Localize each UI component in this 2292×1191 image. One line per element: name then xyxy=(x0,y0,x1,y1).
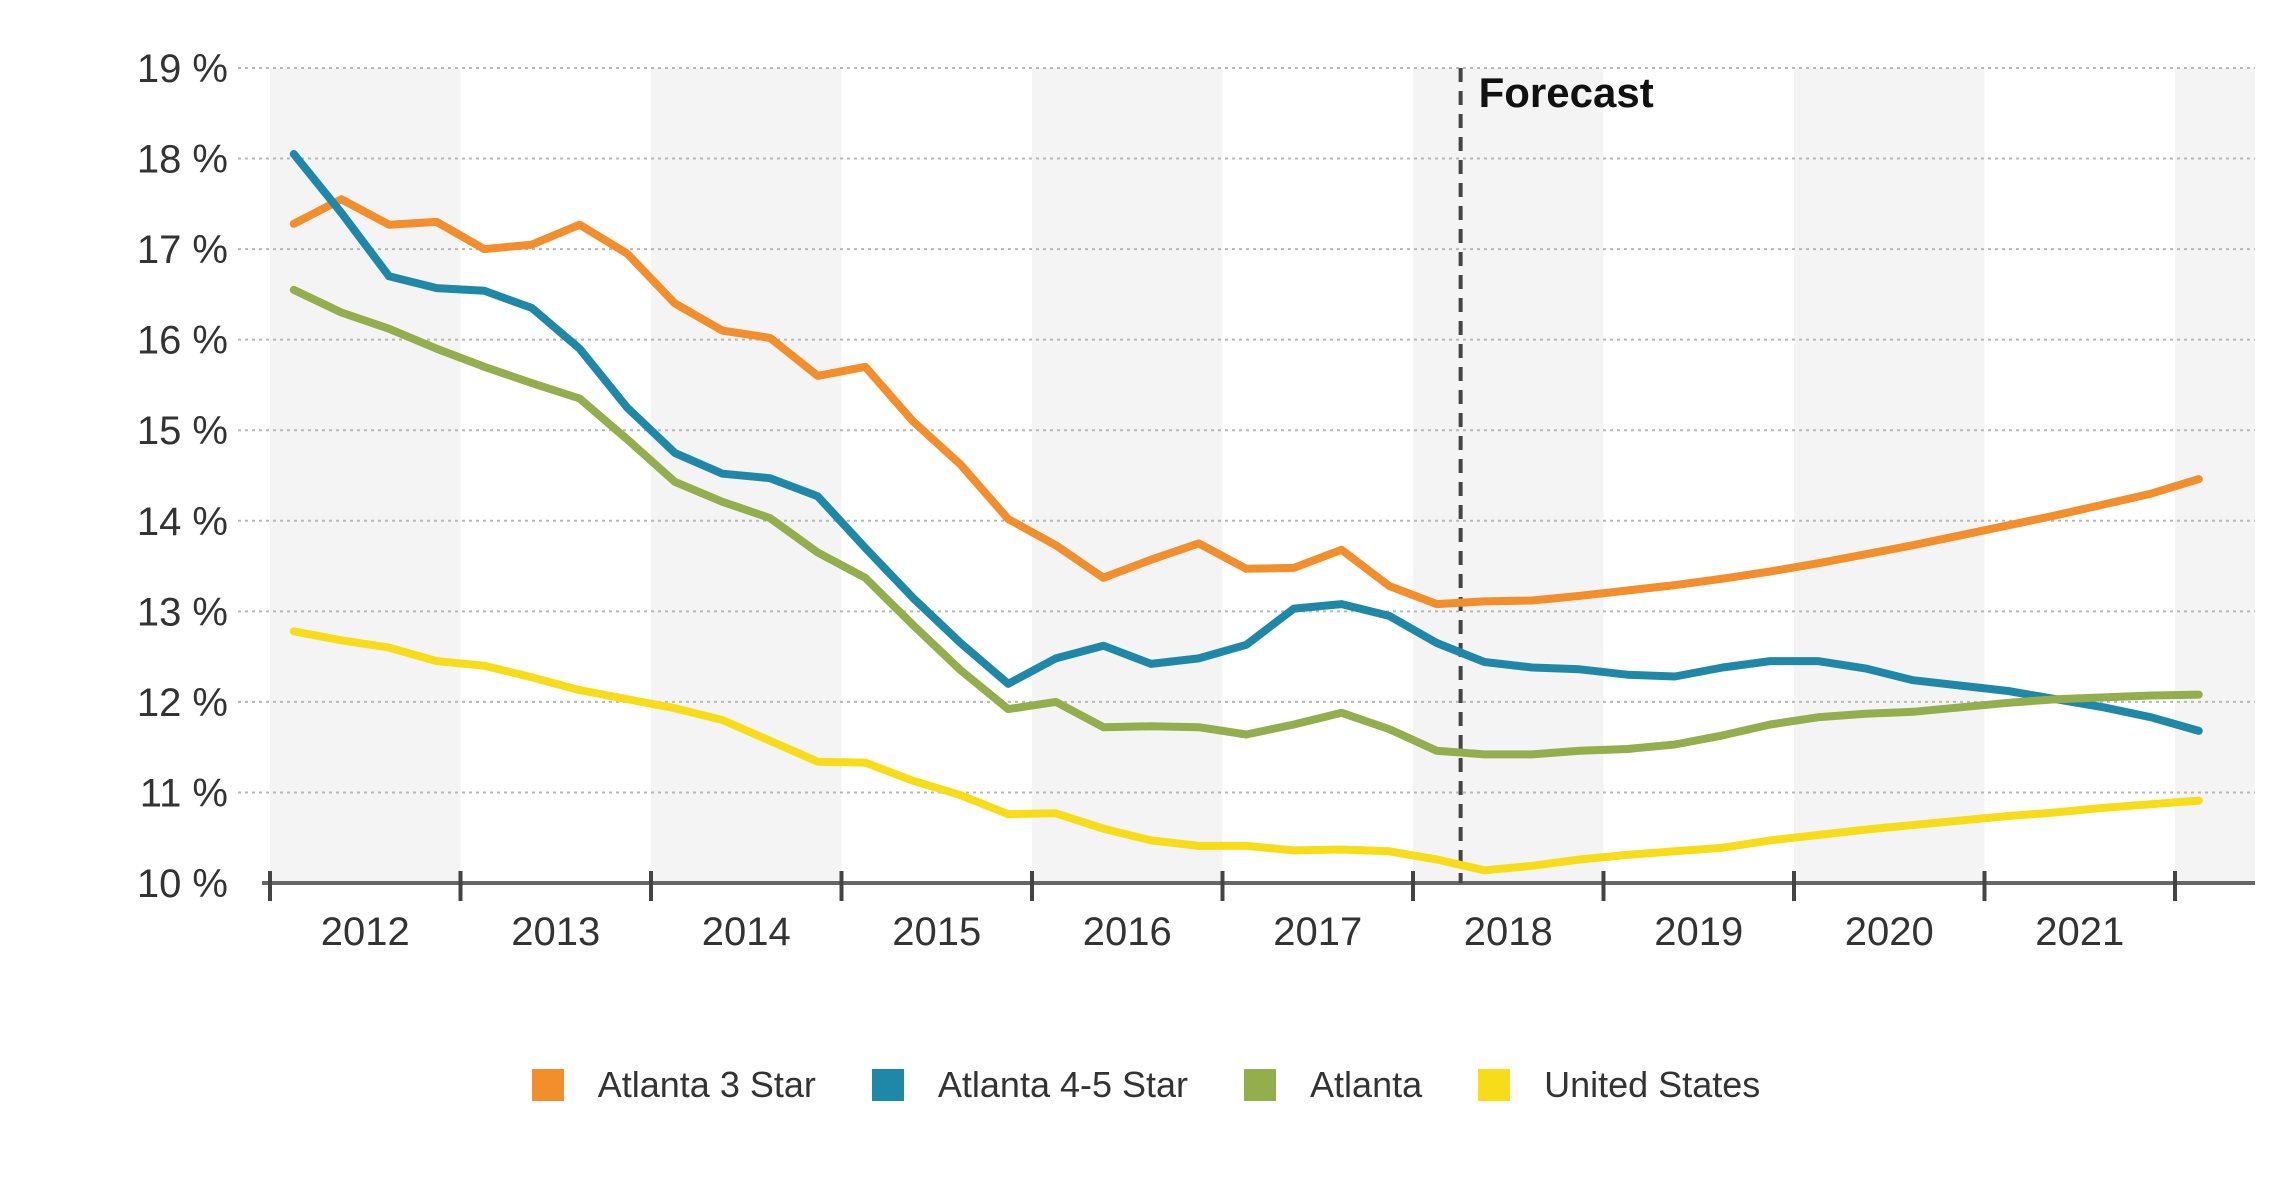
year-band xyxy=(2175,68,2255,883)
legend-label: United States xyxy=(1544,1064,1761,1105)
x-tick-label: 2013 xyxy=(511,910,600,954)
legend: Atlanta 3 Star Atlanta 4-5 Star Atlanta Uni… xyxy=(0,1055,2292,1115)
x-tick-label: 2017 xyxy=(1273,910,1362,954)
y-tick-label: 10 % xyxy=(137,862,228,906)
forecast-marker: Forecast xyxy=(1458,68,1654,883)
legend-item: Atlanta xyxy=(1244,1064,1422,1106)
legend-item: United States xyxy=(1478,1064,1760,1106)
x-tick-label: 2019 xyxy=(1654,910,1743,954)
y-tick-label: 19 % xyxy=(137,47,228,91)
x-tick-label: 2016 xyxy=(1083,910,1172,954)
series-line-3 xyxy=(289,627,2203,875)
series-line-0 xyxy=(289,195,2203,609)
legend-label: Atlanta xyxy=(1310,1064,1423,1105)
x-tick-label: 2015 xyxy=(892,910,981,954)
y-tick-label: 12 % xyxy=(137,681,228,725)
x-axis: 2012 2013 2014 2015 2016 2017 2018 2019 2020 2021 xyxy=(262,871,2255,954)
x-tick-label: 2021 xyxy=(2035,910,2124,954)
x-tick-label: 2014 xyxy=(702,910,791,954)
y-tick-label: 18 % xyxy=(137,138,228,182)
year-band xyxy=(1032,68,1223,883)
series-line-2 xyxy=(289,285,2203,759)
forecast-label: Forecast xyxy=(1479,69,1654,116)
legend-item: Atlanta 4-5 Star xyxy=(871,1064,1189,1106)
legend-label: Atlanta 3 Star xyxy=(597,1064,816,1105)
gridlines xyxy=(238,67,2255,794)
legend-swatch xyxy=(871,1069,904,1101)
y-tick-label: 15 % xyxy=(137,409,228,453)
legend-item: Atlanta 3 Star xyxy=(531,1064,816,1106)
year-bands xyxy=(270,68,2255,883)
y-tick-label: 14 % xyxy=(137,500,228,544)
y-tick-label: 16 % xyxy=(137,319,228,363)
series-lines xyxy=(289,150,2203,875)
legend-swatch xyxy=(1478,1069,1511,1101)
legend-swatch xyxy=(1244,1069,1277,1101)
series-line-1 xyxy=(289,150,2203,735)
year-band xyxy=(270,68,461,883)
x-tick-label: 2012 xyxy=(321,910,410,954)
x-tick-label: 2020 xyxy=(1845,910,1934,954)
x-tick-label: 2018 xyxy=(1464,910,1553,954)
y-tick-label: 17 % xyxy=(137,228,228,272)
y-tick-label: 13 % xyxy=(137,590,228,634)
year-band xyxy=(1413,68,1604,883)
y-tick-label: 11 % xyxy=(140,771,228,815)
legend-label: Atlanta 4-5 Star xyxy=(937,1064,1189,1105)
year-band xyxy=(1794,68,1985,883)
legend-swatch xyxy=(531,1069,564,1101)
y-axis: 10 % 11 % 12 % 13 % 14 % 15 % 16 % 17 % 18 % 19 % xyxy=(137,47,228,906)
